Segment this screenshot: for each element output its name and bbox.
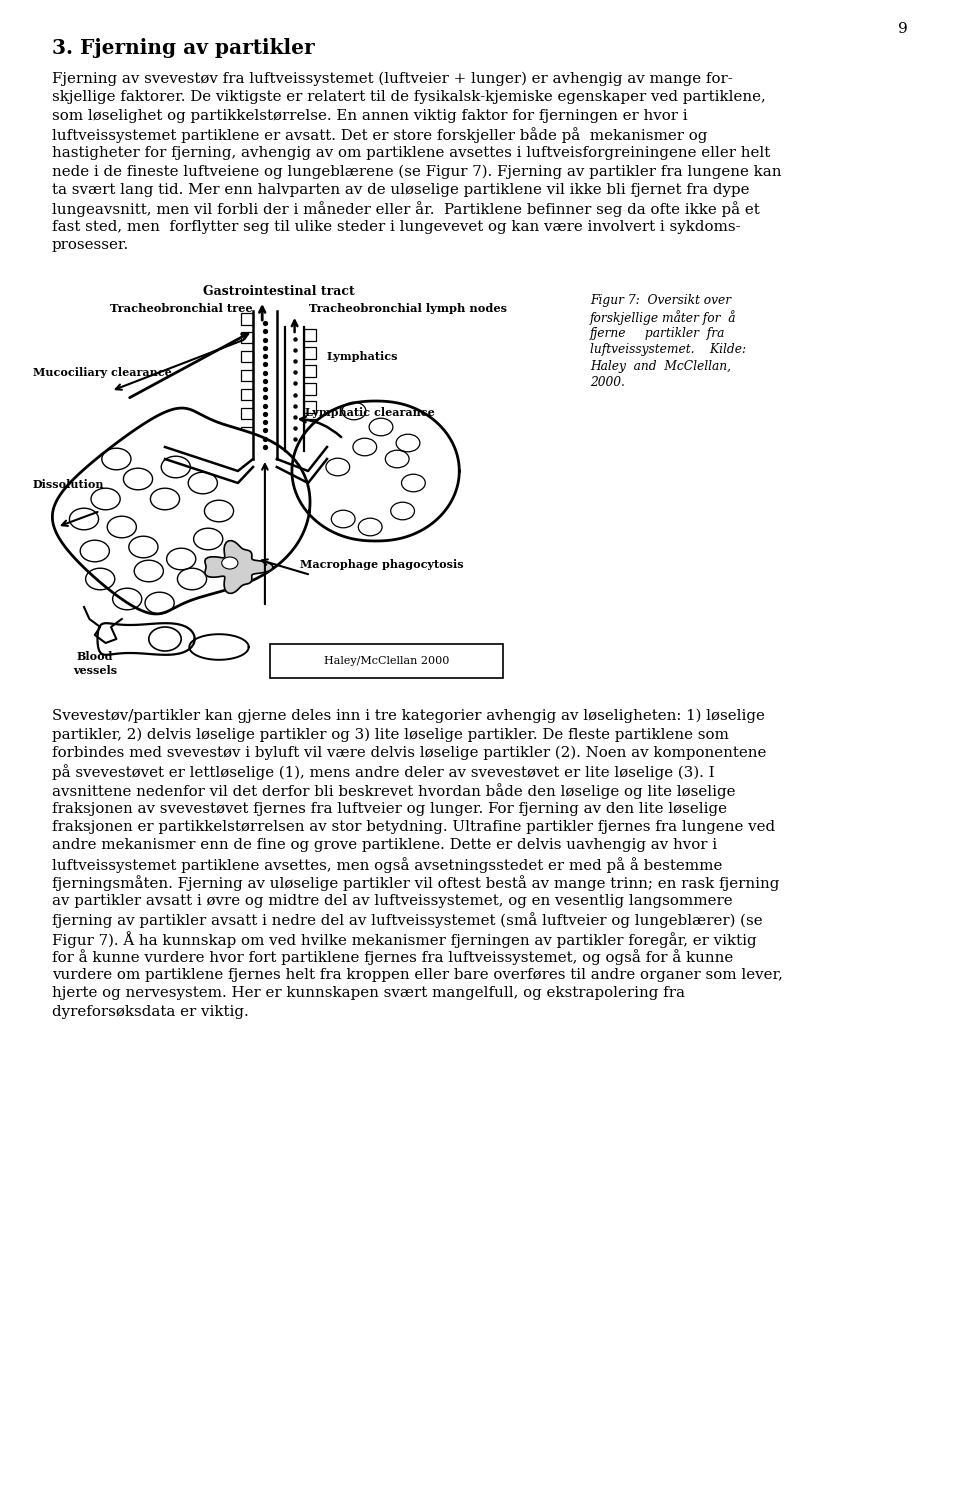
Text: fraksjonen av svevestøvet fjernes fra luftveier og lunger. For fjerning av den l: fraksjonen av svevestøvet fjernes fra lu… (52, 801, 727, 816)
Text: 3. Fjerning av partikler: 3. Fjerning av partikler (52, 37, 315, 58)
Text: Tracheobronchial lymph nodes: Tracheobronchial lymph nodes (309, 303, 507, 314)
Bar (304, 402, 316, 412)
Text: Blood: Blood (77, 651, 113, 662)
Text: andre mekanismer enn de fine og grove partiklene. Dette er delvis uavhengig av h: andre mekanismer enn de fine og grove pa… (52, 838, 717, 853)
Bar (241, 445, 253, 457)
Polygon shape (204, 541, 273, 593)
Text: Fjerning av svevestøv fra luftveissystemet (luftveier + lunger) er avhengig av m: Fjerning av svevestøv fra luftveissystem… (52, 72, 732, 87)
Polygon shape (53, 408, 310, 614)
Text: Figur 7). Å ha kunnskap om ved hvilke mekanismer fjerningen av partikler foregår: Figur 7). Å ha kunnskap om ved hvilke me… (52, 931, 756, 947)
Text: partikler, 2) delvis løselige partikler og 3) lite løselige partikler. De fleste: partikler, 2) delvis løselige partikler … (52, 728, 729, 743)
Bar (304, 384, 316, 394)
Bar (304, 348, 316, 359)
Text: luftveissystemet partiklene er avsatt. Det er store forskjeller både på  mekanis: luftveissystemet partiklene er avsatt. D… (52, 127, 708, 143)
Text: forskjellige måter for  å: forskjellige måter for å (590, 311, 736, 326)
Bar (241, 314, 253, 324)
Text: vurdere om partiklene fjernes helt fra kroppen eller bare overføres til andre or: vurdere om partiklene fjernes helt fra k… (52, 968, 782, 982)
Polygon shape (189, 633, 249, 660)
Text: fast sted, men  forflytter seg til ulike steder i lungevevet og kan være involve: fast sted, men forflytter seg til ulike … (52, 220, 740, 235)
Bar (304, 329, 316, 341)
Bar (241, 332, 253, 344)
Text: Tracheobronchial tree: Tracheobronchial tree (109, 303, 252, 314)
Text: fjerningsmåten. Fjerning av uløselige partikler vil oftest bestå av mange trinn;: fjerningsmåten. Fjerning av uløselige pa… (52, 875, 780, 892)
Text: Mucociliary clearance: Mucociliary clearance (33, 368, 172, 378)
Text: skjellige faktorer. De viktigste er relatert til de fysikalsk-kjemiske egenskape: skjellige faktorer. De viktigste er rela… (52, 91, 766, 105)
Text: ta svært lang tid. Mer enn halvparten av de uløselige partiklene vil ikke bli fj: ta svært lang tid. Mer enn halvparten av… (52, 182, 750, 197)
Bar (304, 366, 316, 376)
Text: av partikler avsatt i øvre og midtre del av luftveissystemet, og en vesentlig la: av partikler avsatt i øvre og midtre del… (52, 893, 732, 908)
Text: Lymphatics: Lymphatics (327, 351, 398, 362)
Text: forbindes med svevestøv i byluft vil være delvis løselige partikler (2). Noen av: forbindes med svevestøv i byluft vil vær… (52, 746, 766, 760)
Text: som løselighet og partikkelstørrelse. En annen viktig faktor for fjerningen er h: som løselighet og partikkelstørrelse. En… (52, 109, 687, 123)
Text: Svevestøv/partikler kan gjerne deles inn i tre kategorier avhengig av løselighet: Svevestøv/partikler kan gjerne deles inn… (52, 710, 765, 723)
Text: luftveissystemet.    Kilde:: luftveissystemet. Kilde: (590, 344, 746, 357)
Text: Figur 7:  Oversikt over: Figur 7: Oversikt over (590, 294, 732, 306)
Text: dyreforsøksdata er viktig.: dyreforsøksdata er viktig. (52, 1005, 249, 1019)
Bar (241, 371, 253, 381)
FancyBboxPatch shape (271, 644, 502, 678)
Text: Gastrointestinal tract: Gastrointestinal tract (203, 285, 354, 297)
Text: hastigheter for fjerning, avhengig av om partiklene avsettes i luftveisforgreini: hastigheter for fjerning, avhengig av om… (52, 146, 770, 160)
Bar (241, 408, 253, 418)
Text: lungeavsnitt, men vil forbli der i måneder eller år.  Partiklene befinner seg da: lungeavsnitt, men vil forbli der i måned… (52, 202, 759, 217)
Text: Dissolution: Dissolution (33, 480, 105, 490)
Bar (241, 388, 253, 400)
Bar (241, 427, 253, 438)
Text: luftveissystemet partiklene avsettes, men også avsetningsstedet er med på å best: luftveissystemet partiklene avsettes, me… (52, 858, 722, 872)
Text: 2000.: 2000. (590, 376, 625, 390)
Bar (304, 420, 316, 430)
Text: Haley  and  McClellan,: Haley and McClellan, (590, 360, 731, 374)
Text: avsnittene nedenfor vil det derfor bli beskrevet hvordan både den løselige og li: avsnittene nedenfor vil det derfor bli b… (52, 783, 735, 799)
Text: Lymphatic clearance: Lymphatic clearance (305, 406, 435, 418)
Text: vessels: vessels (73, 665, 117, 675)
Text: fjerne     partikler  fra: fjerne partikler fra (590, 327, 726, 341)
Bar (241, 351, 253, 363)
Text: prosesser.: prosesser. (52, 239, 130, 252)
Text: fraksjonen er partikkelstørrelsen av stor betydning. Ultrafine partikler fjernes: fraksjonen er partikkelstørrelsen av sto… (52, 820, 775, 834)
Bar (304, 438, 316, 448)
Polygon shape (98, 623, 195, 654)
Text: nede i de fineste luftveiene og lungeblærene (se Figur 7). Fjerning av partikler: nede i de fineste luftveiene og lungeblæ… (52, 164, 781, 179)
Text: 9: 9 (899, 22, 908, 36)
Text: fjerning av partikler avsatt i nedre del av luftveissystemet (små luftveier og l: fjerning av partikler avsatt i nedre del… (52, 913, 762, 928)
Circle shape (222, 557, 238, 569)
Text: på svevestøvet er lettløselige (1), mens andre deler av svevestøvet er lite løse: på svevestøvet er lettløselige (1), mens… (52, 765, 714, 780)
Text: Haley/McClellan 2000: Haley/McClellan 2000 (324, 656, 449, 666)
Text: for å kunne vurdere hvor fort partiklene fjernes fra luftveissystemet, og også f: for å kunne vurdere hvor fort partiklene… (52, 950, 733, 965)
Text: hjerte og nervesystem. Her er kunnskapen svært mangelfull, og ekstrapolering fra: hjerte og nervesystem. Her er kunnskapen… (52, 986, 685, 1001)
Polygon shape (292, 400, 459, 541)
Text: Macrophage phagocytosis: Macrophage phagocytosis (300, 559, 464, 571)
